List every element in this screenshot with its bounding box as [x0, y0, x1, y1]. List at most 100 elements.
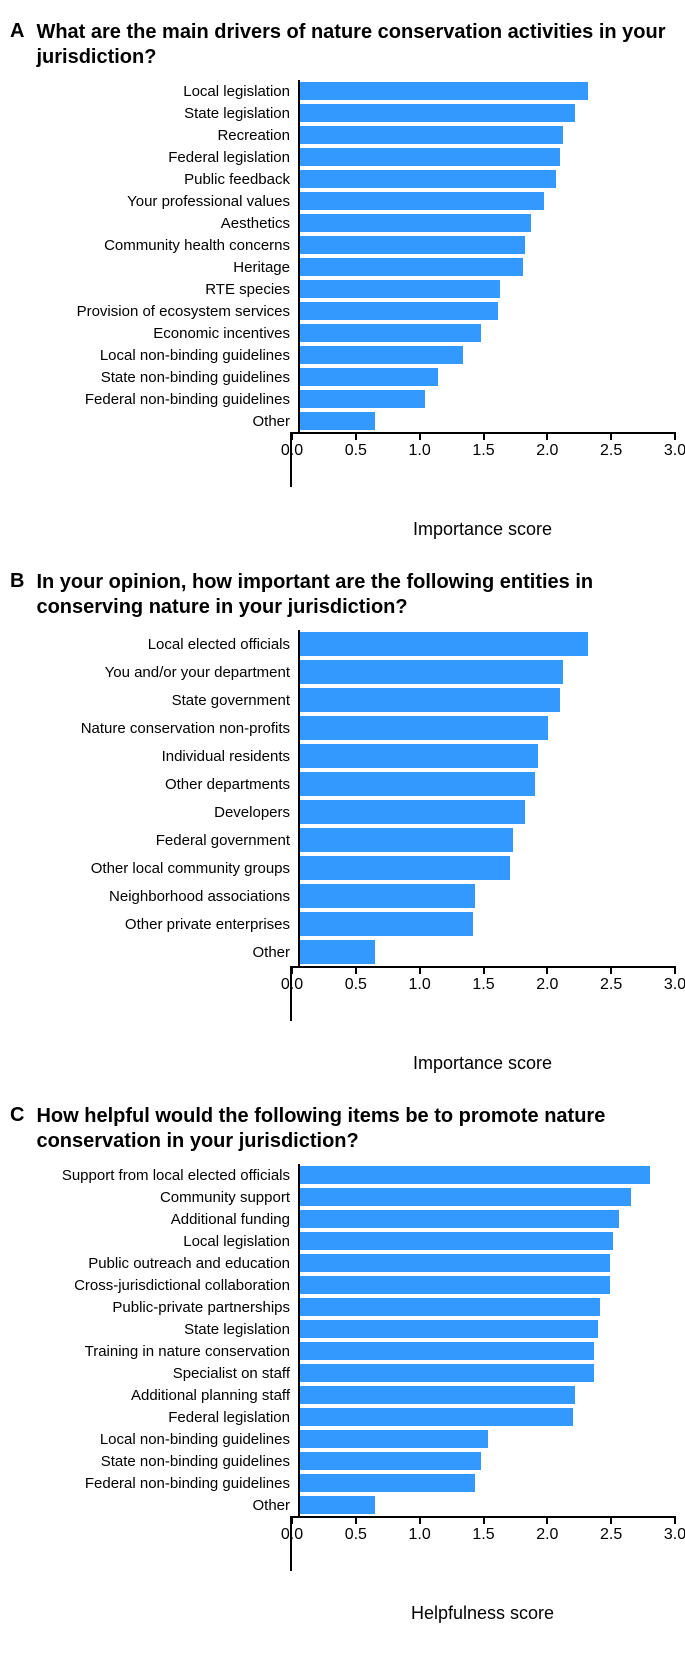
bar-label: Developers	[10, 804, 298, 821]
bar-label: Provision of ecosystem services	[10, 303, 298, 320]
x-axis-title: Importance score	[290, 1053, 675, 1074]
chart-row: State legislation	[10, 102, 675, 124]
bar-label: You and/or your department	[10, 664, 298, 681]
bar-label: Other	[10, 413, 298, 430]
bar-area	[298, 322, 675, 344]
bar	[300, 912, 473, 936]
bar-label: State legislation	[10, 1321, 298, 1338]
axis-tick	[419, 432, 421, 440]
chart-row: Additional funding	[10, 1208, 675, 1230]
panel-header: BIn your opinion, how important are the …	[10, 570, 675, 620]
chart-row: RTE species	[10, 278, 675, 300]
bar-label: Local elected officials	[10, 636, 298, 653]
axis-tick	[419, 1516, 421, 1524]
bar-label: State legislation	[10, 105, 298, 122]
chart-row: Economic incentives	[10, 322, 675, 344]
chart-row: Neighborhood associations	[10, 882, 675, 910]
axis-area: 0.00.51.01.52.02.53.0	[290, 1516, 675, 1571]
bar-label: Other local community groups	[10, 860, 298, 877]
bar-area	[298, 256, 675, 278]
bar-label: Neighborhood associations	[10, 888, 298, 905]
bar-label: Federal legislation	[10, 149, 298, 166]
bar-label: Training in nature conservation	[10, 1343, 298, 1360]
bar	[300, 1298, 600, 1316]
axis-tick-label: 1.0	[409, 442, 431, 460]
bar-label: Public feedback	[10, 171, 298, 188]
bar	[300, 192, 544, 210]
bar	[300, 1364, 594, 1382]
chart-row: Provision of ecosystem services	[10, 300, 675, 322]
bar	[300, 1342, 594, 1360]
chart-row: State legislation	[10, 1318, 675, 1340]
chart: Local legislationState legislationRecrea…	[10, 80, 675, 540]
bar-label: Specialist on staff	[10, 1365, 298, 1382]
chart-row: Additional planning staff	[10, 1384, 675, 1406]
bar	[300, 104, 575, 122]
bar-area	[298, 190, 675, 212]
bar-label: Other departments	[10, 776, 298, 793]
bar	[300, 412, 375, 430]
chart-row: State non-binding guidelines	[10, 1450, 675, 1472]
bar-area	[298, 1274, 675, 1296]
bar-area	[298, 938, 675, 966]
bar	[300, 236, 525, 254]
bar	[300, 170, 556, 188]
bar	[300, 302, 498, 320]
bar-label: Federal non-binding guidelines	[10, 1475, 298, 1492]
axis-tick	[291, 1516, 293, 1524]
bar-area	[298, 344, 675, 366]
bar	[300, 346, 463, 364]
chart-row: Other	[10, 1494, 675, 1516]
panel-title: What are the main drivers of nature cons…	[36, 20, 675, 70]
axis-tick	[291, 432, 293, 440]
bar-label: Other private enterprises	[10, 916, 298, 933]
bar-area	[298, 102, 675, 124]
chart-row: Support from local elected officials	[10, 1164, 675, 1186]
bar-area	[298, 1362, 675, 1384]
bar-label: Support from local elected officials	[10, 1167, 298, 1184]
bar-area	[298, 300, 675, 322]
axis-tick-label: 2.0	[536, 442, 558, 460]
axis-tick-label: 0.0	[281, 976, 303, 994]
bar-area	[298, 1472, 675, 1494]
axis-tick	[610, 966, 612, 974]
chart-row: Community support	[10, 1186, 675, 1208]
chart-row: Nature conservation non-profits	[10, 714, 675, 742]
bar-area	[298, 1318, 675, 1340]
axis-tick-label: 0.0	[281, 442, 303, 460]
bar	[300, 716, 548, 740]
bar-area	[298, 1494, 675, 1516]
bar-label: Federal government	[10, 832, 298, 849]
bar	[300, 1210, 619, 1228]
bar-label: State non-binding guidelines	[10, 369, 298, 386]
bar-area	[298, 1252, 675, 1274]
chart-row: Recreation	[10, 124, 675, 146]
bar-area	[298, 826, 675, 854]
panel-b: BIn your opinion, how important are the …	[10, 570, 675, 1074]
bar-area	[298, 910, 675, 938]
axis-tick-label: 1.5	[472, 442, 494, 460]
chart-row: Individual residents	[10, 742, 675, 770]
bar-label: Community support	[10, 1189, 298, 1206]
axis-tick-label: 3.0	[664, 976, 685, 994]
axis-tick	[674, 432, 676, 440]
axis-area: 0.00.51.01.52.02.53.0	[290, 966, 675, 1021]
panel-c: CHow helpful would the following items b…	[10, 1104, 675, 1624]
bar-label: Recreation	[10, 127, 298, 144]
bar-label: Nature conservation non-profits	[10, 720, 298, 737]
bar	[300, 1276, 610, 1294]
chart-row: Cross-jurisdictional collaboration	[10, 1274, 675, 1296]
bar-area	[298, 686, 675, 714]
bar-label: State government	[10, 692, 298, 709]
x-axis: 0.00.51.01.52.02.53.0	[10, 432, 675, 487]
axis-tick	[546, 432, 548, 440]
chart-row: Aesthetics	[10, 212, 675, 234]
axis-tick	[674, 966, 676, 974]
panel-a: AWhat are the main drivers of nature con…	[10, 20, 675, 540]
axis-tick	[483, 966, 485, 974]
bar-area	[298, 658, 675, 686]
bar	[300, 1452, 481, 1470]
x-axis-title: Importance score	[290, 519, 675, 540]
bar-area	[298, 388, 675, 410]
bar-label: Local non-binding guidelines	[10, 1431, 298, 1448]
